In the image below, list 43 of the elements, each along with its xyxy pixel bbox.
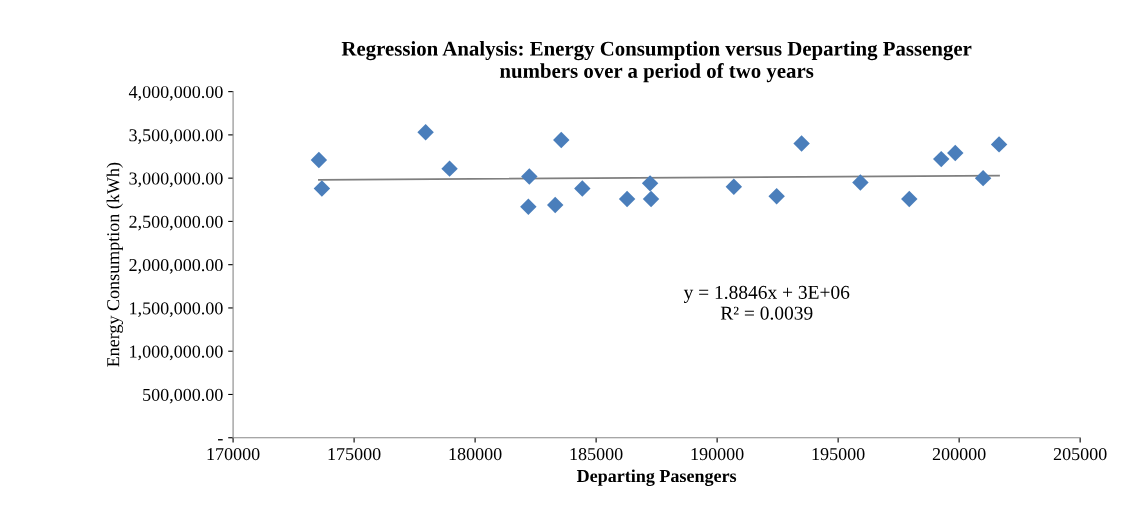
point — [553, 131, 570, 149]
point — [933, 150, 950, 168]
point — [768, 188, 785, 205]
point — [990, 136, 1008, 153]
point — [725, 178, 743, 196]
point — [974, 169, 992, 187]
point — [546, 196, 564, 214]
y-tick-label: 2,500,000.00 — [129, 215, 223, 231]
point — [901, 190, 918, 208]
y-tick-label: 3,000,000.00 — [129, 172, 223, 188]
x-tick-label: 205000 — [1053, 447, 1107, 461]
y-tick-label: 500,000.00 — [143, 388, 223, 404]
x-axis-title: Departing Pasengers — [576, 469, 737, 486]
point — [852, 174, 869, 191]
chart-title: Regression Analysis: Energy Consumption versus Departing Passenger numbers over a period of two years — [341, 41, 972, 83]
point — [441, 160, 458, 177]
y-tick-label: 1,000,000.00 — [130, 345, 223, 361]
point — [642, 190, 660, 208]
x-tick-label: 200000 — [932, 447, 986, 461]
point — [793, 135, 810, 152]
point — [618, 190, 636, 208]
point — [313, 180, 331, 197]
x-tick-label: 175000 — [328, 447, 381, 461]
y-tick-label: - — [218, 439, 223, 441]
point — [641, 175, 659, 192]
y-tick-label: 4,000,000.00 — [128, 85, 223, 101]
y-tick-label: 3,500,000.00 — [129, 129, 223, 144]
x-tick-label: 180000 — [449, 447, 502, 461]
point — [521, 168, 538, 185]
x-tick-label: 190000 — [691, 447, 744, 461]
y-axis-title: Energy Consumption (kWh) — [106, 162, 124, 367]
x-tick-label: 185000 — [570, 447, 623, 461]
y-tick-label: 1,500,000.00 — [130, 302, 223, 317]
point — [520, 198, 537, 215]
x-tick-label: 170000 — [207, 447, 260, 461]
annotation: y = 1.8846x + 3E+06 — [683, 285, 850, 303]
point — [947, 144, 964, 162]
point — [417, 124, 434, 141]
annotation: R² = 0.0039 — [720, 306, 813, 320]
point — [310, 151, 328, 169]
point — [574, 180, 591, 197]
y-tick-label: 2,000,000.00 — [129, 258, 223, 274]
x-tick-label: 195000 — [812, 447, 865, 461]
